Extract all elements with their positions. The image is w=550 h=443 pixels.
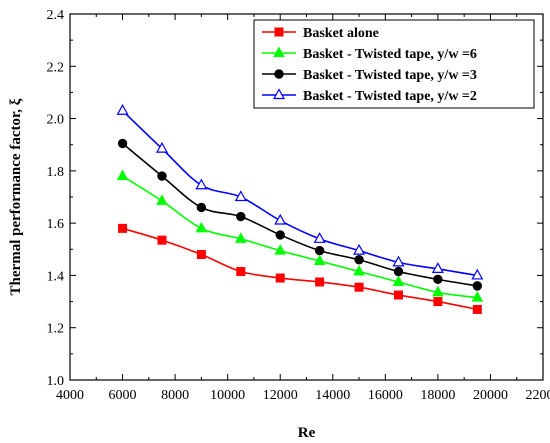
data-point	[392, 275, 405, 286]
data-point	[157, 235, 167, 245]
y-tick-label: 1.8	[47, 165, 65, 180]
legend-label: Basket - Twisted tape, y/w =6	[303, 47, 477, 62]
axis-ticks	[69, 13, 544, 381]
series-1	[118, 223, 482, 314]
legend: Basket alone Basket - Twisted tape, y/w =…	[253, 19, 535, 109]
series-line	[122, 110, 478, 277]
data-point	[155, 141, 168, 153]
legend-marker	[272, 88, 286, 100]
y-tick-label: 2.4	[47, 8, 65, 23]
data-point	[354, 255, 364, 265]
x-tick-label: 6000	[109, 388, 137, 403]
series-line	[122, 142, 478, 287]
series-layer	[116, 103, 484, 314]
series-line	[122, 175, 478, 299]
legend-entry: Basket - Twisted tape, y/w =2	[262, 88, 477, 104]
data-point	[117, 138, 128, 149]
data-point	[393, 290, 403, 300]
data-point	[392, 255, 405, 267]
legend-label: Basket - Twisted tape, y/w =3	[303, 68, 477, 83]
legend-label: Basket - Twisted tape, y/w =2	[303, 89, 477, 104]
data-point	[433, 274, 443, 285]
data-point	[116, 103, 129, 115]
x-tick-label: 18000	[420, 388, 455, 403]
series-line	[122, 227, 478, 311]
data-point	[313, 232, 326, 243]
y-tick-label: 1.2	[47, 322, 65, 337]
x-tick-label: 10000	[210, 388, 245, 403]
data-point	[275, 230, 285, 240]
x-tick-label: 12000	[263, 388, 298, 403]
data-point	[432, 285, 444, 297]
data-point	[157, 171, 167, 181]
data-point	[353, 264, 365, 276]
data-point	[354, 282, 364, 292]
x-tick-label: 4000	[56, 388, 84, 403]
legend-entry: Basket - Twisted tape, y/w =6	[262, 46, 477, 62]
data-point	[156, 194, 168, 205]
y-tick-label: 1.4	[47, 269, 65, 284]
data-point	[196, 250, 206, 260]
data-point	[116, 169, 129, 181]
data-point	[234, 232, 247, 243]
axis-tick-labels: 4000 6000 8000 10000 12000 14000 16000 18000 200…	[47, 8, 550, 403]
series-3	[117, 138, 483, 291]
data-point	[433, 297, 443, 307]
data-point	[275, 273, 285, 283]
x-tick-label: 14000	[315, 388, 350, 403]
data-point	[118, 223, 128, 233]
legend-label: Basket alone	[303, 26, 379, 41]
legend-entry: Basket - Twisted tape, y/w =3	[262, 68, 477, 83]
data-point	[236, 211, 246, 222]
data-point	[314, 245, 325, 256]
data-point	[196, 202, 207, 213]
data-point	[472, 281, 483, 291]
y-tick-label: 1.0	[47, 374, 65, 389]
data-point	[236, 267, 246, 277]
data-point	[195, 178, 208, 190]
data-point	[393, 266, 404, 277]
legend-marker	[273, 46, 285, 57]
data-point	[234, 190, 247, 202]
legend-box	[253, 19, 535, 109]
y-axis-label: Thermal performance factor, ξ	[8, 98, 24, 295]
x-tick-label: 20000	[473, 388, 508, 403]
data-point	[195, 221, 208, 233]
series-4	[116, 103, 484, 280]
series-2	[116, 169, 484, 302]
data-point	[274, 244, 287, 255]
legend-entry: Basket alone	[262, 26, 379, 41]
data-point	[471, 268, 484, 280]
x-tick-label: 16000	[368, 388, 403, 403]
data-point	[471, 291, 484, 302]
data-point	[353, 243, 366, 255]
data-point	[431, 262, 444, 273]
x-axis-label: Re	[298, 425, 316, 441]
data-point	[472, 304, 482, 314]
data-point	[315, 277, 325, 287]
y-tick-label: 1.6	[47, 217, 65, 232]
x-tick-label: 22000	[526, 388, 550, 403]
legend-marker	[274, 69, 284, 79]
y-tick-label: 2.0	[47, 113, 65, 128]
legend-marker	[274, 27, 284, 37]
x-tick-label: 8000	[161, 388, 189, 403]
data-point	[274, 213, 287, 225]
y-tick-label: 2.2	[47, 60, 65, 75]
data-point	[313, 254, 326, 266]
